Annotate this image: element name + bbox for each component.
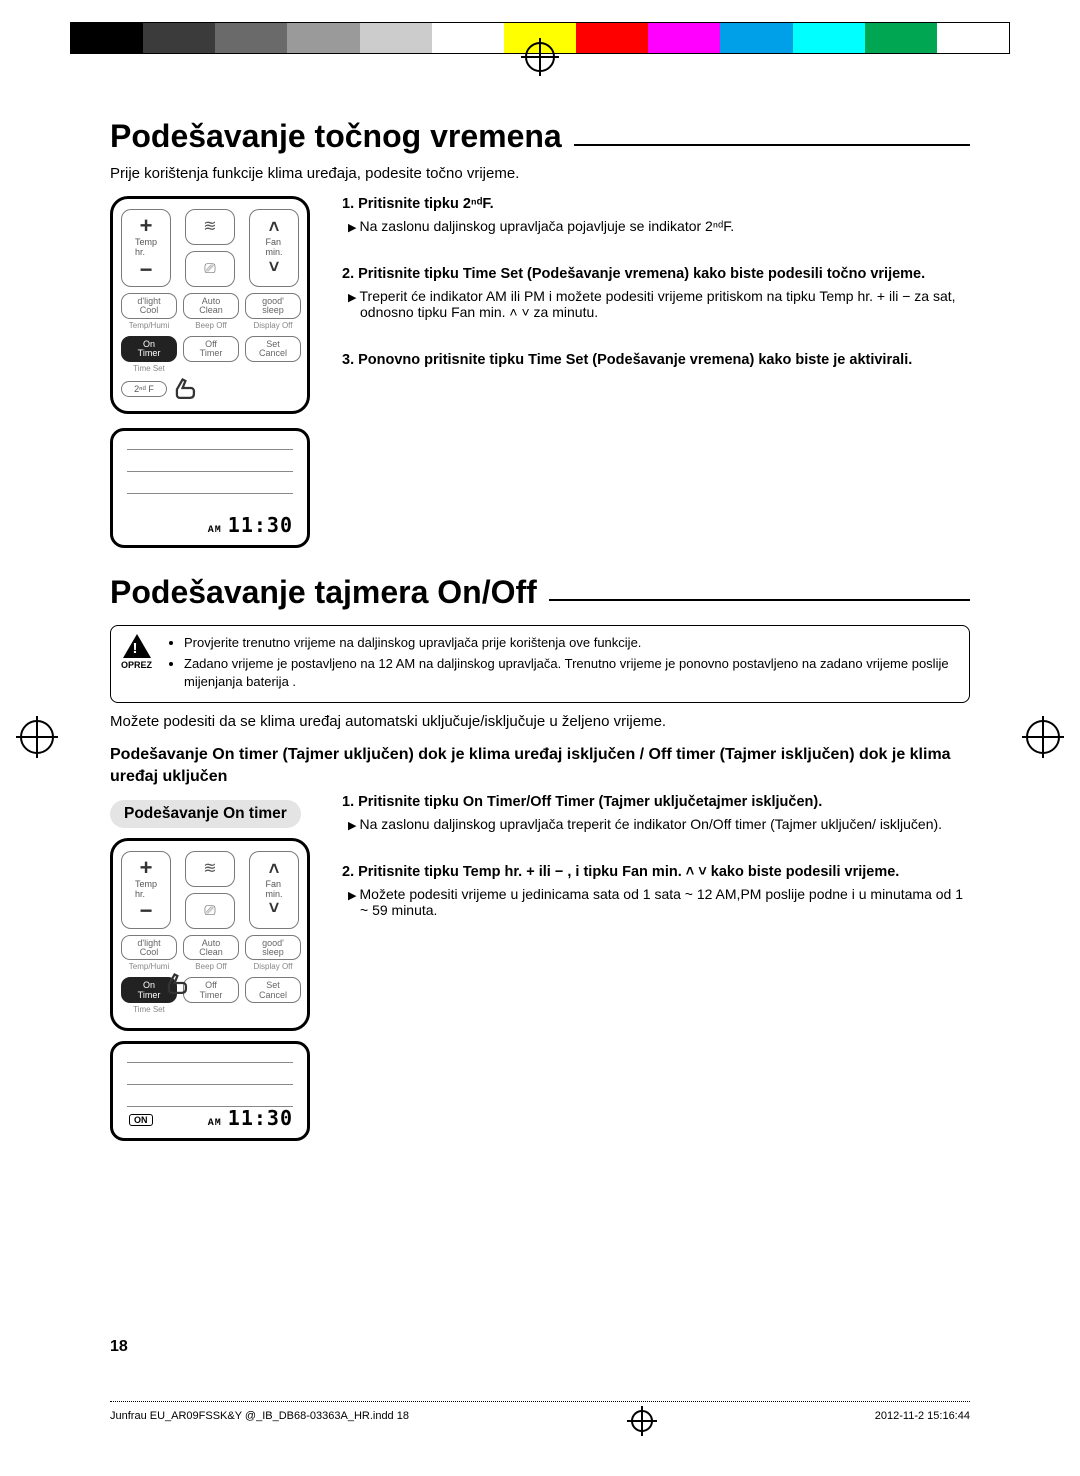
s1-step1-head: 1. Pritisnite tipku 2ⁿᵈF. xyxy=(342,196,970,212)
caution-box: OPREZ Provjerite trenutno vrijeme na dal… xyxy=(110,625,970,704)
section1-steps: 1. Pritisnite tipku 2ⁿᵈF. Na zaslonu dal… xyxy=(342,196,970,368)
s2-step2-head: 2. Pritisnite tipku Temp hr. + ili − , i… xyxy=(342,864,970,880)
s2-step1-head: 1. Pritisnite tipku On Timer/Off Timer (… xyxy=(342,794,970,810)
caution-label: OPREZ xyxy=(121,660,152,670)
remote-display-2: ON AM 11:30 xyxy=(110,1041,310,1141)
set-cancel-button: Set Cancel xyxy=(245,977,301,1003)
mode-icon: ≋ xyxy=(185,209,235,245)
display2-on-badge: ON xyxy=(129,1114,153,1126)
page-number: 18 xyxy=(110,1338,128,1356)
display2-time: 11:30 xyxy=(228,1106,293,1130)
section1-intro: Prije korištenja funkcije klima uređaja,… xyxy=(110,165,970,182)
footer-timestamp: 2012-11-2 15:16:44 xyxy=(875,1410,970,1432)
section2-steps: 1. Pritisnite tipku On Timer/Off Timer (… xyxy=(342,794,970,918)
goodsleep-button: good' sleep xyxy=(245,935,301,961)
section2-intro: Možete podesiti da se klima uređaj autom… xyxy=(110,713,970,730)
set-cancel-button: Set Cancel xyxy=(245,336,301,362)
section1-title-row: Podešavanje točnog vremena xyxy=(110,118,970,161)
fan-min-button: ˄ Fan min. ˅ xyxy=(249,851,299,929)
caution-icon: OPREZ xyxy=(121,634,152,695)
pointer-hand-icon xyxy=(159,966,193,1000)
print-footer: Junfrau EU_AR09FSSK&Y @_IB_DB68-03363A_H… xyxy=(110,1401,970,1432)
s1-step2-body: Treperit će indikator AM ili PM i možete… xyxy=(342,288,970,320)
display1-time: 11:30 xyxy=(228,513,293,537)
registration-mark-right xyxy=(1026,720,1060,754)
section2-rule xyxy=(549,599,970,601)
s1-step2-head: 2. Pritisnite tipku Time Set (Podešavanj… xyxy=(342,266,970,282)
s2-step1-body: Na zaslonu daljinskog upravljača treperi… xyxy=(342,816,970,832)
remote-display-1: AM 11:30 xyxy=(110,428,310,548)
registration-mark-bottom xyxy=(631,1410,653,1432)
remote-diagram-2: + Temp hr. − ≋ ⎚ ˄ Fan min. ˅ d'l xyxy=(110,838,310,1032)
s1-step1-body: Na zaslonu daljinskog upravljača pojavlj… xyxy=(342,218,970,234)
section2-title: Podešavanje tajmera On/Off xyxy=(110,574,537,611)
autoclean-button: Auto Clean xyxy=(183,935,239,961)
fan-min-button: ˄ Fan min. ˅ xyxy=(249,209,299,287)
swing-icon: ⎚ xyxy=(185,251,235,287)
caution-item: Provjerite trenutno vrijeme na daljinsko… xyxy=(184,634,955,652)
dlight-button: d'light Cool xyxy=(121,293,177,319)
off-timer-button: Off Timer xyxy=(183,336,239,362)
section1-title: Podešavanje točnog vremena xyxy=(110,118,562,155)
section2-subhead: Podešavanje On timer (Tajmer uključen) d… xyxy=(110,744,970,787)
dlight-button: d'light Cool xyxy=(121,935,177,961)
footer-file: Junfrau EU_AR09FSSK&Y @_IB_DB68-03363A_H… xyxy=(110,1410,409,1432)
temp-hr-button: + Temp hr. − xyxy=(121,851,171,929)
section1-rule xyxy=(574,144,970,146)
on-timer-button: On Timer xyxy=(121,336,177,362)
registration-mark-top xyxy=(525,42,555,72)
goodsleep-button: good' sleep xyxy=(245,293,301,319)
temp-hr-button: + Temp hr. − xyxy=(121,209,171,287)
caution-list: Provjerite trenutno vrijeme na daljinsko… xyxy=(166,634,955,695)
pointer-hand-icon xyxy=(167,371,201,405)
autoclean-button: Auto Clean xyxy=(183,293,239,319)
display1-ampm: AM xyxy=(208,525,222,536)
mode-icon: ≋ xyxy=(185,851,235,887)
s1-step3-head: 3. Ponovno pritisnite tipku Time Set (Po… xyxy=(342,352,970,368)
registration-mark-left xyxy=(20,720,54,754)
on-timer-tab: Podešavanje On timer xyxy=(110,800,301,828)
2ndf-button: 2ⁿᵈ F xyxy=(121,381,167,397)
remote-diagram-1: + Temp hr. − ≋ ⎚ ˄ Fan min. ˅ d'l xyxy=(110,196,310,414)
page-content: Podešavanje točnog vremena Prije korište… xyxy=(110,100,970,1356)
swing-icon: ⎚ xyxy=(185,893,235,929)
s2-step2-body: Možete podesiti vrijeme u jedinicama sat… xyxy=(342,886,970,918)
display2-ampm: AM xyxy=(208,1118,222,1129)
caution-item: Zadano vrijeme je postavljeno na 12 AM n… xyxy=(184,655,955,690)
